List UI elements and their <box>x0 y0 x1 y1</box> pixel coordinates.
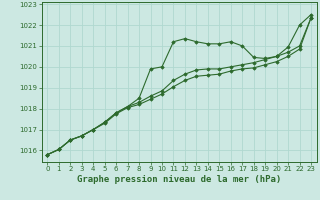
X-axis label: Graphe pression niveau de la mer (hPa): Graphe pression niveau de la mer (hPa) <box>77 175 281 184</box>
